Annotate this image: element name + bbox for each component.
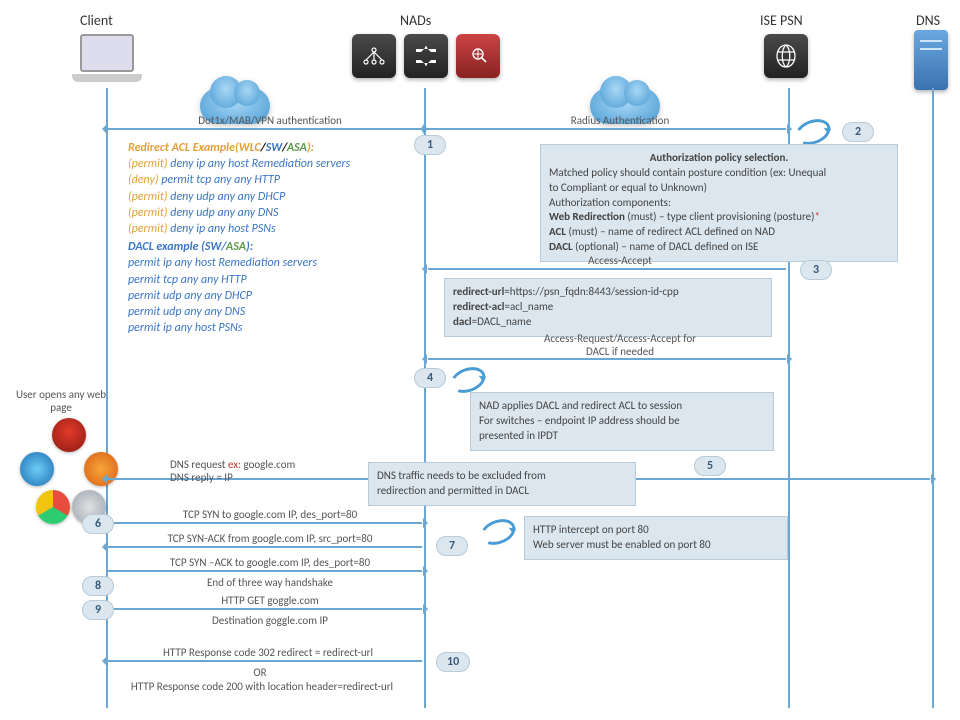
badge-9: 9	[82, 600, 114, 620]
dacl-2: permit tcp any any HTTP	[128, 272, 408, 288]
authz-l6: DACL (optional) – name of DACL defined o…	[549, 240, 889, 255]
label-tcp-ack: TCP SYN –ACK to google.com IP, des_port=…	[130, 556, 410, 569]
httpi-l2: Web server must be enabled on port 80	[533, 538, 779, 553]
acl-r3: (permit) deny udp any any DHCP	[128, 189, 408, 205]
arrow-http-get	[108, 608, 422, 610]
label-access-accept: Access-Accept	[520, 254, 720, 267]
arrow-tcp-ack	[108, 570, 422, 572]
nad-icon-2	[404, 34, 448, 78]
lifeline-dns	[932, 88, 934, 708]
dacl-title: DACL example (SW/ASA):	[128, 239, 408, 255]
acl-title: Redirect ACL Example(WLC/SW/ASA):	[128, 140, 408, 156]
label-http-302: HTTP Response code 302 redirect = redire…	[118, 646, 418, 659]
authz-l3: Authorization components:	[549, 196, 889, 211]
label-tcp-syn: TCP SYN to google.com IP, des_port=80	[140, 508, 400, 521]
badge-1: 1	[414, 135, 446, 155]
col-client: Client	[80, 12, 113, 29]
label-dns: DNS request ex: google.com DNS reply = I…	[170, 458, 370, 484]
col-nads: NADs	[400, 12, 431, 29]
badge-3: 3	[800, 260, 832, 280]
badge-6: 6	[82, 514, 114, 534]
chrome-icon	[36, 490, 70, 524]
httpi-l1: HTTP intercept on port 80	[533, 523, 779, 538]
dns-icon	[914, 30, 948, 90]
nadapp-l1: NAD applies DACL and redirect ACL to ses…	[479, 399, 765, 414]
nad-icon-1	[352, 34, 396, 78]
client-icon	[72, 34, 142, 84]
label-http-get: HTTP GET goggle.com	[160, 594, 380, 607]
nadapp-l3: presented in IPDT	[479, 429, 765, 444]
badge-8: 8	[82, 576, 114, 596]
box-redirect: redirect-url=https://psn_fqdn:8443/sessi…	[444, 278, 772, 337]
acl-r4: (permit) deny udp any any DNS	[128, 205, 408, 221]
col-dns: DNS	[916, 12, 940, 29]
nadapp-l2: For switches – endpoint IP address shoul…	[479, 414, 765, 429]
dnsnote-l2: redirection and permitted in DACL	[377, 484, 627, 499]
opera-icon	[52, 418, 86, 452]
authz-title: Authorization policy selection.	[549, 151, 889, 166]
label-dacl: Access-Request/Access-Accept for DACL if…	[500, 332, 740, 358]
redir-l2: redirect-acl=acl_name	[453, 300, 763, 315]
redir-l3: dacl=DACL_name	[453, 315, 763, 330]
side-label: User opens any web page	[6, 388, 116, 414]
acl-block: Redirect ACL Example(WLC/SW/ASA): (permi…	[128, 140, 408, 336]
arrow-http-302	[108, 660, 422, 662]
dacl-4: permit udp any any DNS	[128, 304, 408, 320]
badge-7: 7	[436, 536, 468, 556]
ise-icon	[764, 34, 808, 78]
badge-2: 2	[842, 122, 874, 142]
browser-icons	[14, 418, 124, 528]
authz-l5: ACL (must) – name of redirect ACL define…	[549, 225, 889, 240]
dacl-3: permit udp any any DHCP	[128, 288, 408, 304]
dns-reply: DNS reply = IP	[170, 471, 370, 484]
arrow-auth-left	[108, 128, 422, 130]
arrow-tcp-synack	[108, 546, 422, 548]
acl-r1: (permit) deny ip any host Remediation se…	[128, 156, 408, 172]
authz-l2: to Compliant or equal to Unknown)	[549, 181, 889, 196]
badge-10: 10	[436, 652, 470, 672]
label-http-get-sub: Destination goggle.com IP	[160, 614, 380, 627]
badge-5: 5	[694, 456, 726, 476]
dns-req: DNS request ex: google.com	[170, 458, 295, 471]
firefox-icon	[84, 452, 118, 486]
redir-l1: redirect-url=https://psn_fqdn:8443/sessi…	[453, 285, 763, 300]
dacl-1: permit ip any host Remediation servers	[128, 255, 408, 271]
label-auth-left: Dot1x/MAB/VPN authentication	[130, 114, 410, 127]
nad-icon-3	[456, 34, 500, 78]
label-auth-right: Radius Authentication	[520, 114, 720, 127]
lifeline-nads	[424, 88, 426, 708]
loop-7	[477, 515, 519, 550]
label-handshake-end: End of three way handshake	[150, 576, 390, 589]
dacl-5: permit ip any host PSNs	[128, 320, 408, 336]
arrow-tcp-syn	[108, 522, 422, 524]
arrow-access-accept	[428, 268, 786, 270]
label-http-200: HTTP Response code 200 with location hea…	[92, 680, 432, 693]
box-nad-apply: NAD applies DACL and redirect ACL to ses…	[470, 392, 774, 451]
authz-l1: Matched policy should contain posture co…	[549, 166, 889, 181]
box-authz: Authorization policy selection. Matched …	[540, 144, 898, 262]
label-tcp-synack: TCP SYN-ACK from google.com IP, src_port…	[130, 532, 410, 545]
arrow-dacl	[428, 358, 786, 360]
acl-r2: (deny) permit tcp any any HTTP	[128, 172, 408, 188]
acl-r5: (permit) deny ip any host PSNs	[128, 221, 408, 237]
authz-l4: Web Redirection (must) – type client pro…	[549, 210, 889, 225]
col-ise: ISE PSN	[760, 12, 803, 29]
badge-4: 4	[414, 368, 446, 388]
arrow-auth-right	[426, 128, 786, 130]
dnsnote-l1: DNS traffic needs to be excluded from	[377, 469, 627, 484]
box-http-intercept: HTTP intercept on port 80 Web server mus…	[524, 516, 788, 560]
box-dns-note: DNS traffic needs to be excluded from re…	[368, 462, 636, 506]
label-or: OR	[200, 666, 320, 679]
ie-icon	[20, 452, 54, 486]
